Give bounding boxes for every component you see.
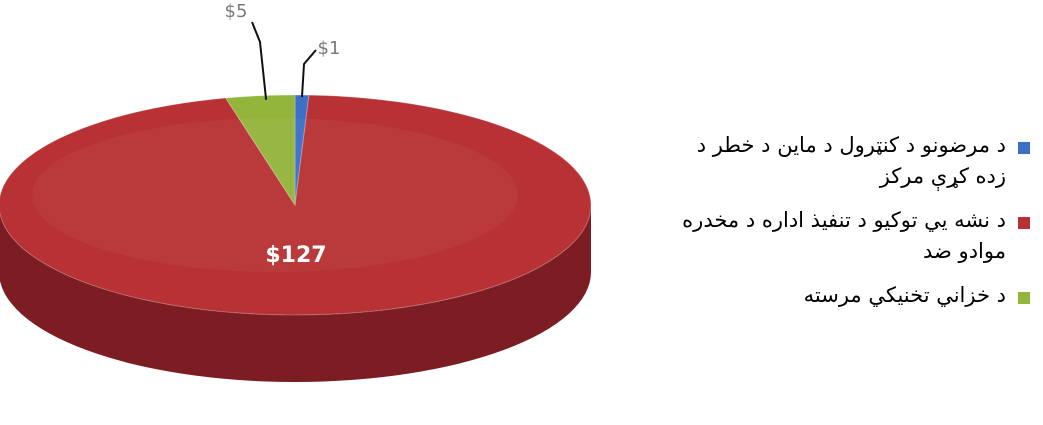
pie-side-1 [0, 205, 591, 382]
pie-highlight [32, 118, 518, 272]
pie-slice-1 [0, 94, 592, 316]
leader-line-1 [300, 49, 317, 98]
data-label-5: $5 [225, 1, 248, 22]
data-label-127: $127 [265, 243, 326, 268]
legend-item-treasury: د خزاني تخنيکي مرسته [640, 280, 1030, 311]
legend-label-counter-narcotics: د نشه يي توکيو د تنفیذ اداره د مخدره موا… [682, 208, 1006, 263]
legend-swatch-green [1018, 292, 1030, 304]
legend: د مرضونو د کنټرول د ماین د خطر د زده کړې… [640, 130, 1030, 324]
legend-label-mine-action: د مرضونو د کنټرول د ماین د خطر د زده کړې… [696, 133, 1006, 188]
leader-line-5 [251, 21, 268, 100]
legend-label-treasury: د خزاني تخنيکي مرسته [803, 283, 1006, 307]
legend-swatch-red [1018, 217, 1030, 229]
legend-item-mine-action: د مرضونو د کنټرول د ماین د خطر د زده کړې… [640, 130, 1030, 192]
legend-item-counter-narcotics: د نشه يي توکيو د تنفیذ اداره د مخدره موا… [640, 205, 1030, 267]
pie-group: $127 $5 $1 [0, 1, 592, 382]
data-label-1: $1 [318, 38, 341, 59]
legend-swatch-blue [1018, 142, 1030, 154]
pie-slice-2 [224, 94, 296, 207]
